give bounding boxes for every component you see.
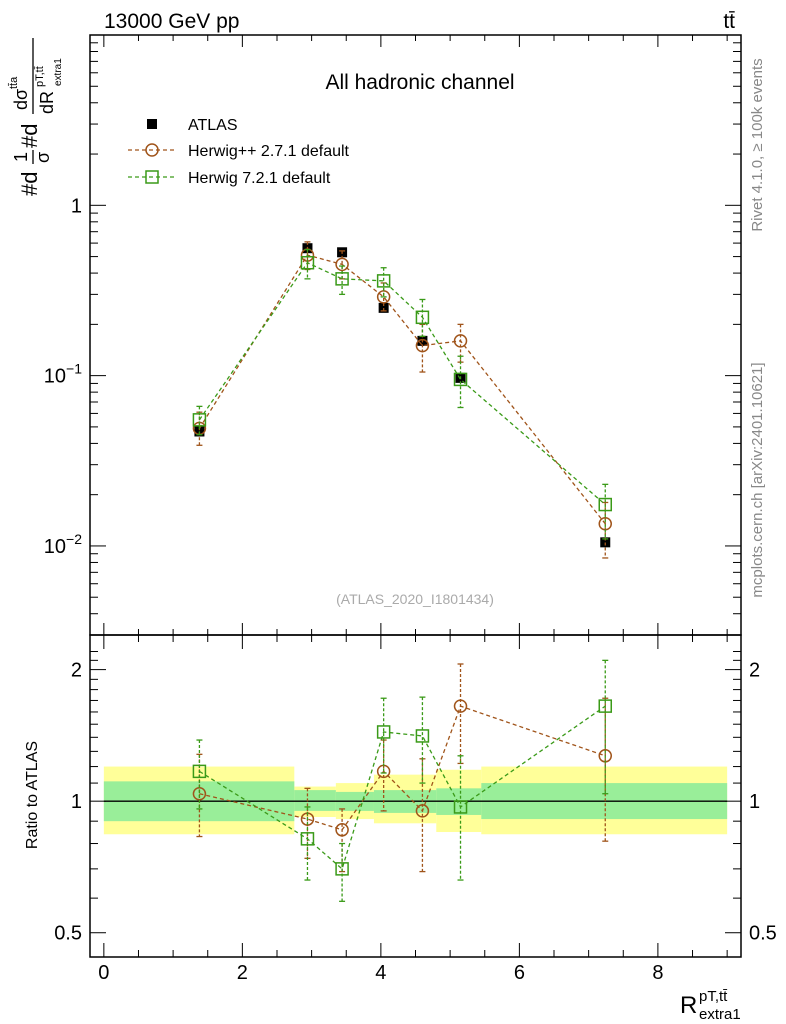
xlabel-main: R: [680, 992, 697, 1019]
ratio-herwigpp-point: [453, 699, 468, 713]
legend-item: Herwig++ 2.7.1 default: [128, 143, 350, 160]
main-herwigpp-series: [192, 241, 613, 559]
main-axes: 10−2 10−1 1: [44, 35, 741, 636]
rivet-info-label: Rivet 4.1.0, ≥ 100k events: [749, 58, 766, 231]
legend-marker: [145, 143, 159, 157]
ratio-herwig7-point: [376, 725, 391, 739]
ratio-axes: 0 2 4 6 8 0.5 0.5 1 1 2 2: [54, 635, 777, 984]
ratio-panel: 0 2 4 6 8 0.5 0.5 1 1 2 2: [54, 634, 777, 984]
ratio-herwig7-point: [453, 800, 468, 814]
main-herwig7-point: [376, 274, 391, 288]
main-herwig7-point: [335, 272, 349, 286]
main-herwig7-point: [192, 413, 207, 427]
main-y-axis-label: #d 1 σ #d dσ tt̄a dR pT,tt̄ extra1: [8, 38, 64, 196]
ylabel-frac2-den-sup: pT,tt̄: [34, 66, 46, 87]
ylabel-prefix: #d: [17, 172, 42, 196]
legend-item: Herwig 7.2.1 default: [128, 170, 331, 187]
ratio-herwig7-point: [300, 832, 315, 846]
main-herwig7-point: [300, 256, 315, 270]
legend-item: ATLAS: [147, 117, 238, 134]
ratio-herwig7-point: [192, 764, 207, 779]
main-panel: 10−2 10−1 1 All hadronic channel (ATLAS_20…: [44, 34, 742, 636]
main-atlas-point: [600, 537, 611, 548]
ratio-herwig7-point: [335, 862, 349, 876]
main-herwig7-line: [198, 261, 606, 506]
xlabel-sup: pT,tt̄: [699, 988, 728, 1005]
ratio-y-tick-label: 2: [71, 660, 82, 682]
energy-label: 13000 GeV pp: [104, 10, 239, 33]
x-tick-label: 2: [237, 962, 248, 984]
legend-label: ATLAS: [188, 117, 238, 134]
ratio-y-tick-label-right: 0.5: [749, 923, 777, 945]
main-y-tick-label: 10−1: [44, 361, 82, 388]
ratio-y-tick-label-right: 2: [749, 660, 760, 682]
process-label: tt̄: [723, 10, 735, 33]
x-axis-label: R pT,tt̄ extra1: [680, 988, 741, 1023]
legend-marker: [147, 119, 157, 129]
main-herwig7-point: [415, 310, 430, 325]
ylabel-frac2-den-sub: extra1: [53, 58, 64, 86]
ratio-herwig7-series: [192, 659, 613, 902]
main-y-tick-label: 10−2: [44, 531, 82, 558]
ratio-y-tick-label-right: 1: [749, 791, 760, 813]
ylabel-mid: #d: [17, 124, 42, 148]
x-tick-label: 6: [514, 962, 525, 984]
source-info-label: mcplots.cern.ch [arXiv:2401.10621]: [749, 362, 766, 597]
x-tick-label: 4: [375, 962, 386, 984]
legend-label: Herwig 7.2.1 default: [188, 170, 331, 187]
ratio-y-tick-label: 1: [71, 791, 82, 813]
ratio-y-axis-label: Ratio to ATLAS: [24, 741, 41, 849]
ylabel-frac1-den: σ: [33, 152, 53, 163]
chart-title: All hadronic channel: [325, 71, 514, 94]
ylabel-frac2-num-sup: tt̄a: [8, 76, 20, 89]
legend-marker: [145, 170, 159, 184]
x-tick-label: 8: [652, 962, 663, 984]
main-herwig7-point: [598, 497, 613, 512]
main-herwigpp-point: [415, 338, 430, 353]
ylabel-frac2-den: dR: [37, 91, 57, 114]
ylabel-frac1-num: 1: [11, 152, 31, 162]
ratio-herwig7-point: [415, 729, 430, 743]
main-herwigpp-line: [198, 254, 606, 525]
main-atlas-point: [378, 302, 389, 313]
ratio-y-tick-label: 0.5: [54, 923, 82, 945]
uncertainty-band-inner: [294, 790, 336, 811]
legend: ATLAS Herwig++ 2.7.1 default Herwig 7.2.1 …: [128, 117, 350, 187]
main-herwigpp-point: [335, 257, 349, 272]
watermark: (ATLAS_2020_I1801434): [336, 591, 494, 607]
main-atlas-series: [194, 243, 611, 548]
main-herwigpp-point: [453, 334, 468, 348]
main-plot-content: [192, 241, 613, 559]
main-y-tick-label: 1: [71, 195, 82, 217]
legend-label: Herwig++ 2.7.1 default: [188, 143, 350, 160]
xlabel-sub: extra1: [699, 1006, 741, 1023]
ratio-plot-content: [192, 659, 613, 902]
main-herwig7-point: [453, 372, 468, 387]
ratio-herwig7-point: [598, 699, 613, 713]
main-herwig7-series: [192, 248, 613, 540]
ylabel-frac2-num: dσ: [11, 89, 31, 110]
main-herwigpp-point: [376, 290, 391, 304]
x-tick-label: 0: [98, 962, 109, 984]
ratio-herwigpp-point: [415, 804, 430, 818]
ratio-herwigpp-point: [335, 823, 349, 837]
